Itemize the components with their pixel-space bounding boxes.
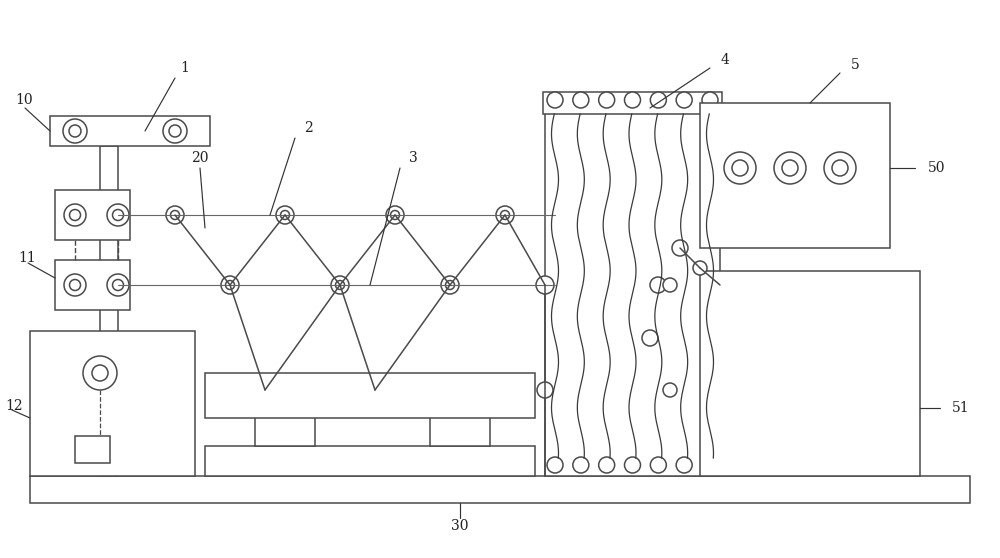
Bar (75, 436, 110, 463)
Circle shape (221, 276, 239, 294)
Bar (700, 103, 890, 248)
Circle shape (69, 125, 81, 137)
Circle shape (624, 92, 640, 108)
Circle shape (573, 92, 589, 108)
Circle shape (441, 276, 459, 294)
Circle shape (112, 280, 124, 291)
Circle shape (370, 386, 380, 395)
Text: 5: 5 (851, 58, 859, 72)
Bar (205, 446, 535, 476)
Circle shape (170, 210, 180, 219)
Circle shape (724, 152, 756, 184)
Circle shape (650, 457, 666, 473)
Circle shape (663, 278, 677, 292)
Circle shape (642, 330, 658, 346)
Circle shape (672, 240, 688, 256)
Circle shape (599, 457, 615, 473)
Circle shape (107, 274, 129, 296)
Bar (55, 260, 130, 310)
Bar (430, 391, 490, 446)
Circle shape (599, 92, 615, 108)
Circle shape (64, 204, 86, 226)
Circle shape (70, 280, 80, 291)
Circle shape (92, 365, 108, 381)
Bar (55, 190, 130, 240)
Text: 10: 10 (15, 93, 33, 107)
Text: 51: 51 (952, 401, 970, 415)
Circle shape (547, 92, 563, 108)
Circle shape (83, 356, 117, 390)
Circle shape (163, 119, 187, 143)
Circle shape (537, 382, 553, 398)
Bar (545, 111, 720, 476)
Circle shape (112, 209, 124, 220)
Circle shape (663, 383, 677, 397)
Circle shape (824, 152, 856, 184)
Circle shape (546, 206, 564, 224)
Bar (205, 373, 535, 418)
Circle shape (547, 457, 563, 473)
Text: 11: 11 (18, 251, 36, 265)
Circle shape (386, 206, 404, 224)
Circle shape (732, 160, 748, 176)
Circle shape (573, 457, 589, 473)
Bar (543, 92, 722, 114)
Text: 20: 20 (191, 151, 209, 165)
Bar (100, 146, 118, 476)
Circle shape (280, 210, 290, 219)
Circle shape (331, 276, 349, 294)
Circle shape (676, 92, 692, 108)
Circle shape (501, 210, 510, 219)
Bar (700, 271, 920, 476)
Circle shape (107, 204, 129, 226)
Circle shape (702, 457, 718, 473)
Circle shape (650, 277, 666, 293)
Circle shape (366, 381, 384, 399)
Circle shape (782, 160, 798, 176)
Circle shape (256, 381, 274, 399)
Circle shape (226, 281, 234, 290)
Bar (50, 116, 210, 146)
Circle shape (550, 210, 560, 219)
Circle shape (336, 281, 344, 290)
Circle shape (702, 92, 718, 108)
Circle shape (70, 209, 80, 220)
Text: 12: 12 (5, 399, 23, 413)
Circle shape (496, 206, 514, 224)
Bar (30, 476, 970, 503)
Circle shape (63, 119, 87, 143)
Circle shape (693, 261, 707, 275)
Circle shape (774, 152, 806, 184)
Circle shape (446, 281, 454, 290)
Text: 30: 30 (451, 519, 469, 533)
Circle shape (260, 386, 270, 395)
Text: 3: 3 (409, 151, 417, 165)
Circle shape (676, 457, 692, 473)
Circle shape (166, 206, 184, 224)
Circle shape (390, 210, 400, 219)
Text: 4: 4 (721, 53, 729, 67)
Circle shape (832, 160, 848, 176)
Circle shape (650, 92, 666, 108)
Circle shape (536, 276, 554, 294)
Text: 1: 1 (181, 61, 189, 75)
Text: 2: 2 (304, 121, 312, 135)
Circle shape (64, 274, 86, 296)
Circle shape (169, 125, 181, 137)
Bar (255, 391, 315, 446)
Text: 50: 50 (928, 161, 946, 175)
Circle shape (276, 206, 294, 224)
Bar (30, 331, 195, 476)
Circle shape (624, 457, 640, 473)
